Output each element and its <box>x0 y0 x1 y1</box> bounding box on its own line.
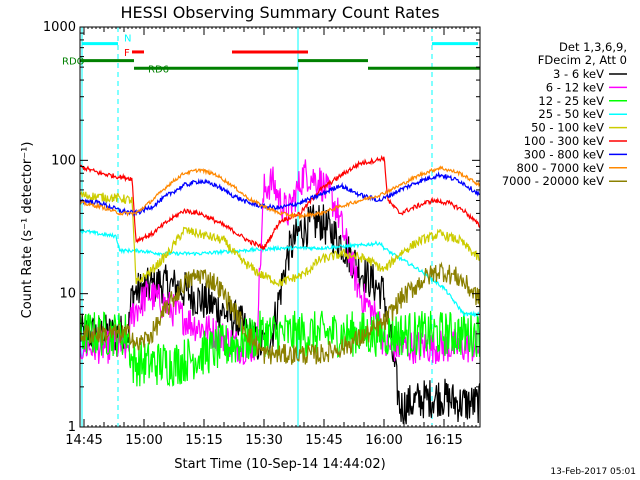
state-bar-label-rd6: RD6 <box>148 64 169 75</box>
x-tick-label: 16:15 <box>425 433 462 448</box>
legend-entry-label: 50 - 100 keV <box>531 121 604 135</box>
x-tick-label: 15:30 <box>245 433 282 448</box>
footer-date: 13-Feb-2017 05:01 <box>550 467 636 477</box>
x-tick-label: 16:00 <box>365 433 402 448</box>
series-line-8 <box>80 261 480 365</box>
x-tick-label: 15:00 <box>125 433 162 448</box>
axes: 1 10 100 1000 14:45 15:00 15:15 15:30 15:45 16:00… <box>43 20 481 448</box>
x-tick-label: 14:45 <box>65 433 102 448</box>
plot-area <box>80 27 480 427</box>
series-line-6 <box>80 170 480 218</box>
state-bar-label-f: F <box>124 48 130 59</box>
y-axis-label: Count Rate (s⁻¹ detector⁻¹) <box>20 142 35 319</box>
series-line-4 <box>80 190 480 287</box>
legend-entry-label: 6 - 12 keV <box>546 80 604 94</box>
series-line-5 <box>80 154 480 250</box>
series-line-1 <box>80 159 480 366</box>
legend-entry-label: 25 - 50 keV <box>538 107 604 121</box>
x-tick-label: 15:45 <box>305 433 342 448</box>
state-bar-label-n: N <box>124 34 131 45</box>
y-tick-label: 1000 <box>43 20 76 35</box>
legend-entry-label: 12 - 25 keV <box>538 94 604 108</box>
legend: Det 1,3,6,9, FDecim 2, Att 0 3 - 6 keV6 … <box>502 40 627 188</box>
y-tick-label: 100 <box>51 153 76 168</box>
legend-entry-label: 3 - 6 keV <box>553 67 604 81</box>
series-line-7 <box>80 165 480 220</box>
legend-header-line-2: FDecim 2, Att 0 <box>538 53 627 67</box>
legend-header-line-1: Det 1,3,6,9, <box>559 40 627 54</box>
legend-entry-label: 100 - 300 keV <box>524 134 604 148</box>
series-line-2 <box>80 310 480 387</box>
y-tick-label: 10 <box>59 287 76 302</box>
y-tick-label: 1 <box>68 420 76 435</box>
x-tick-label: 15:15 <box>185 433 222 448</box>
legend-entry-label: 7000 - 20000 keV <box>502 174 604 188</box>
legend-entry-label: 800 - 7000 keV <box>516 161 604 175</box>
chart-title: HESSI Observing Summary Count Rates <box>120 3 439 22</box>
x-axis-label: Start Time (10-Sep-14 14:44:02) <box>174 457 385 472</box>
series-line-3 <box>80 226 480 318</box>
legend-entry-label: 300 - 800 keV <box>524 147 604 161</box>
state-bar-label-rdo: RDO <box>62 57 85 68</box>
